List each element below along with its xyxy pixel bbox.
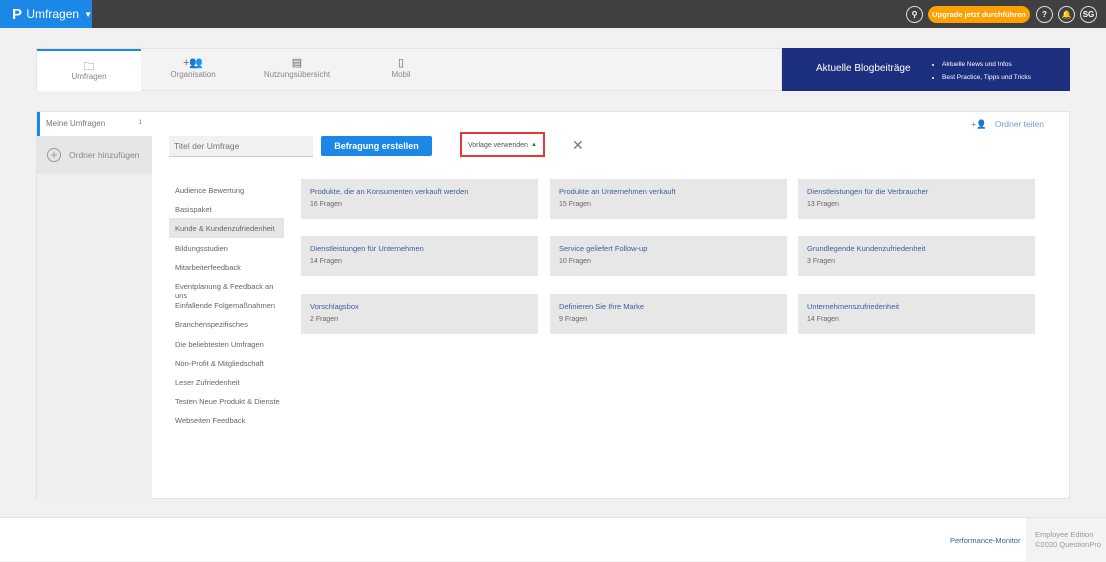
tab-label: Mobil xyxy=(391,70,411,79)
category-item[interactable]: Mitarbeiterfeedback xyxy=(175,262,241,272)
category-item[interactable]: Testen Neue Produkt & Dienste xyxy=(175,397,280,407)
logo: P xyxy=(12,5,23,23)
main-panel: Meine Umfragen 1 + Ordner hinzufügen +👤 Ord… xyxy=(36,111,1070,499)
tab-nutzungsuebersicht[interactable]: ▤ Nutzungsübersicht xyxy=(245,49,349,91)
tab-organisation[interactable]: +👥 Organisation xyxy=(141,49,245,91)
template-title: Unternehmenszufriedenheit xyxy=(807,302,900,311)
category-item[interactable]: Bildungsstudien xyxy=(175,243,228,253)
app-switcher[interactable]: P Umfragen ▼ xyxy=(0,0,92,28)
tab-umfragen[interactable]: 🗀 Umfragen xyxy=(37,49,141,91)
template-count: 14 Fragen xyxy=(807,316,839,323)
category-item[interactable]: Einfallende Folgemaßnahmen xyxy=(175,301,276,311)
template-title: Dienstleistungen für die Verbraucher xyxy=(807,187,929,196)
template-title: Grundlegende Kundenzufriedenheit xyxy=(807,244,926,253)
template-count: 2 Fragen xyxy=(310,316,339,323)
template-card[interactable]: Grundlegende Kundenzufriedenheit 3 Fragen xyxy=(798,236,1035,276)
blog-banner[interactable]: Aktuelle Blogbeiträge Aktuelle News und … xyxy=(782,48,1070,91)
edition: Employee Edition xyxy=(1035,530,1094,539)
category-item[interactable]: Webseiten Feedback xyxy=(175,416,246,426)
template-card[interactable]: Produkte, die an Konsumenten verkauft we… xyxy=(301,179,538,219)
blog-link[interactable]: Aktuelle News und Infos xyxy=(942,58,1031,71)
template-count: 14 Fragen xyxy=(310,258,342,265)
template-title: Produkte an Unternehmen verkauft xyxy=(559,187,676,196)
search-icon[interactable]: ⚲ xyxy=(906,6,923,23)
copyright: ©2020 QuestionPro xyxy=(1035,540,1101,549)
main-tabs: 🗀 Umfragen +👥 Organisation ▤ Nutzungsübersi… xyxy=(36,48,782,91)
template-label: Vorlage verwenden xyxy=(468,142,528,149)
category-item[interactable]: Non-Profit & Mitgliedschaft xyxy=(175,358,264,368)
upgrade-button[interactable]: Upgrade jetzt durchführen xyxy=(928,6,1030,23)
category-item[interactable]: Die beliebtesten Umfragen xyxy=(175,339,264,349)
bell-icon[interactable]: 🔔 xyxy=(1058,6,1075,23)
share-label: Ordner teilen xyxy=(994,119,1044,129)
survey-title-input[interactable] xyxy=(169,136,313,157)
create-survey-button[interactable]: Befragung erstellen xyxy=(321,136,432,156)
template-count: 10 Fragen xyxy=(559,258,591,265)
avatar[interactable]: SG xyxy=(1080,6,1097,23)
share-folder-button[interactable]: +👤 Ordner teilen xyxy=(971,119,1044,130)
template-card[interactable]: Vorschlagsbox 2 Fragen xyxy=(301,294,538,334)
caret-up-icon: ▲ xyxy=(531,142,537,148)
template-count: 13 Fragen xyxy=(807,201,839,208)
template-title: Dienstleistungen für Unternehmen xyxy=(310,244,424,253)
folder-label: Meine Umfragen xyxy=(46,119,106,128)
template-card[interactable]: Produkte an Unternehmen verkauft 15 Frage… xyxy=(550,179,787,219)
template-card[interactable]: Definieren Sie Ihre Marke 9 Fragen xyxy=(550,294,787,334)
template-count: 15 Fragen xyxy=(559,201,591,208)
category-item[interactable]: Branchenspezifisches xyxy=(175,320,248,330)
folder-meine-umfragen[interactable]: Meine Umfragen 1 xyxy=(37,112,152,136)
template-title: Definieren Sie Ihre Marke xyxy=(559,302,645,311)
top-bar: P Umfragen ▼ ⚲ Upgrade jetzt durchführen… xyxy=(0,0,1106,28)
tab-mobil[interactable]: ▯ Mobil xyxy=(349,49,453,91)
folder-icon: 🗀 xyxy=(83,61,95,73)
template-title: Service geliefert Follow-up xyxy=(559,244,648,253)
blog-link[interactable]: Best Practice, Tipps und Tricks xyxy=(942,71,1031,84)
template-card[interactable]: Dienstleistungen für Unternehmen 14 Frage… xyxy=(301,236,538,276)
edition-info: Employee Edition ©2020 QuestionPro xyxy=(1026,518,1106,562)
category-item[interactable]: Eventplanung & Feedback an uns xyxy=(175,281,274,300)
add-folder-label: Ordner hinzufügen xyxy=(69,150,140,160)
performance-monitor-link[interactable]: Performance-Monitor xyxy=(950,536,1021,545)
category-item[interactable]: Kunde & Kundenzufriedenheit xyxy=(169,218,284,238)
template-count: 3 Fragen xyxy=(807,258,836,265)
add-folder-button[interactable]: + Ordner hinzufügen xyxy=(37,136,152,174)
close-icon[interactable]: ✕ xyxy=(572,137,584,153)
footer: Performance-Monitor Employee Edition ©202… xyxy=(0,517,1106,562)
tab-label: Umfragen xyxy=(71,72,107,81)
template-card[interactable]: Unternehmenszufriedenheit 14 Fragen xyxy=(798,294,1035,334)
template-title: Vorschlagsbox xyxy=(310,302,359,311)
monitor-icon: ▤ xyxy=(291,57,303,69)
plus-circle-icon: + xyxy=(47,148,61,162)
template-card[interactable]: Service geliefert Follow-up 10 Fragen xyxy=(550,236,787,276)
category-item[interactable]: Audience Bewertung xyxy=(175,186,245,195)
phone-icon: ▯ xyxy=(397,57,405,69)
blog-title: Aktuelle Blogbeiträge xyxy=(816,63,911,74)
tab-label: Nutzungsübersicht xyxy=(263,70,331,79)
template-count: 16 Fragen xyxy=(310,201,342,208)
use-template-dropdown[interactable]: Vorlage verwenden ▲ xyxy=(460,132,545,157)
folder-count: 1 xyxy=(138,120,142,126)
chevron-down-icon: ▼ xyxy=(84,9,92,19)
tab-label: Organisation xyxy=(170,70,216,79)
template-card[interactable]: Dienstleistungen für die Verbraucher 13 F… xyxy=(798,179,1035,219)
category-item[interactable]: Leser Zufriedenheit xyxy=(175,377,240,387)
folder-sidebar: Meine Umfragen 1 + Ordner hinzufügen xyxy=(37,112,152,499)
template-title: Produkte, die an Konsumenten verkauft we… xyxy=(310,187,469,196)
help-icon[interactable]: ? xyxy=(1036,6,1053,23)
category-item[interactable]: Basispaket xyxy=(175,205,212,215)
template-count: 9 Fragen xyxy=(559,316,588,323)
category-list: Audience Bewertung Basispaket Kunde & Kund… xyxy=(169,180,284,429)
add-user-icon: +👤 xyxy=(971,119,987,129)
add-users-icon: +👥 xyxy=(182,57,204,69)
app-name: Umfragen xyxy=(26,7,80,21)
